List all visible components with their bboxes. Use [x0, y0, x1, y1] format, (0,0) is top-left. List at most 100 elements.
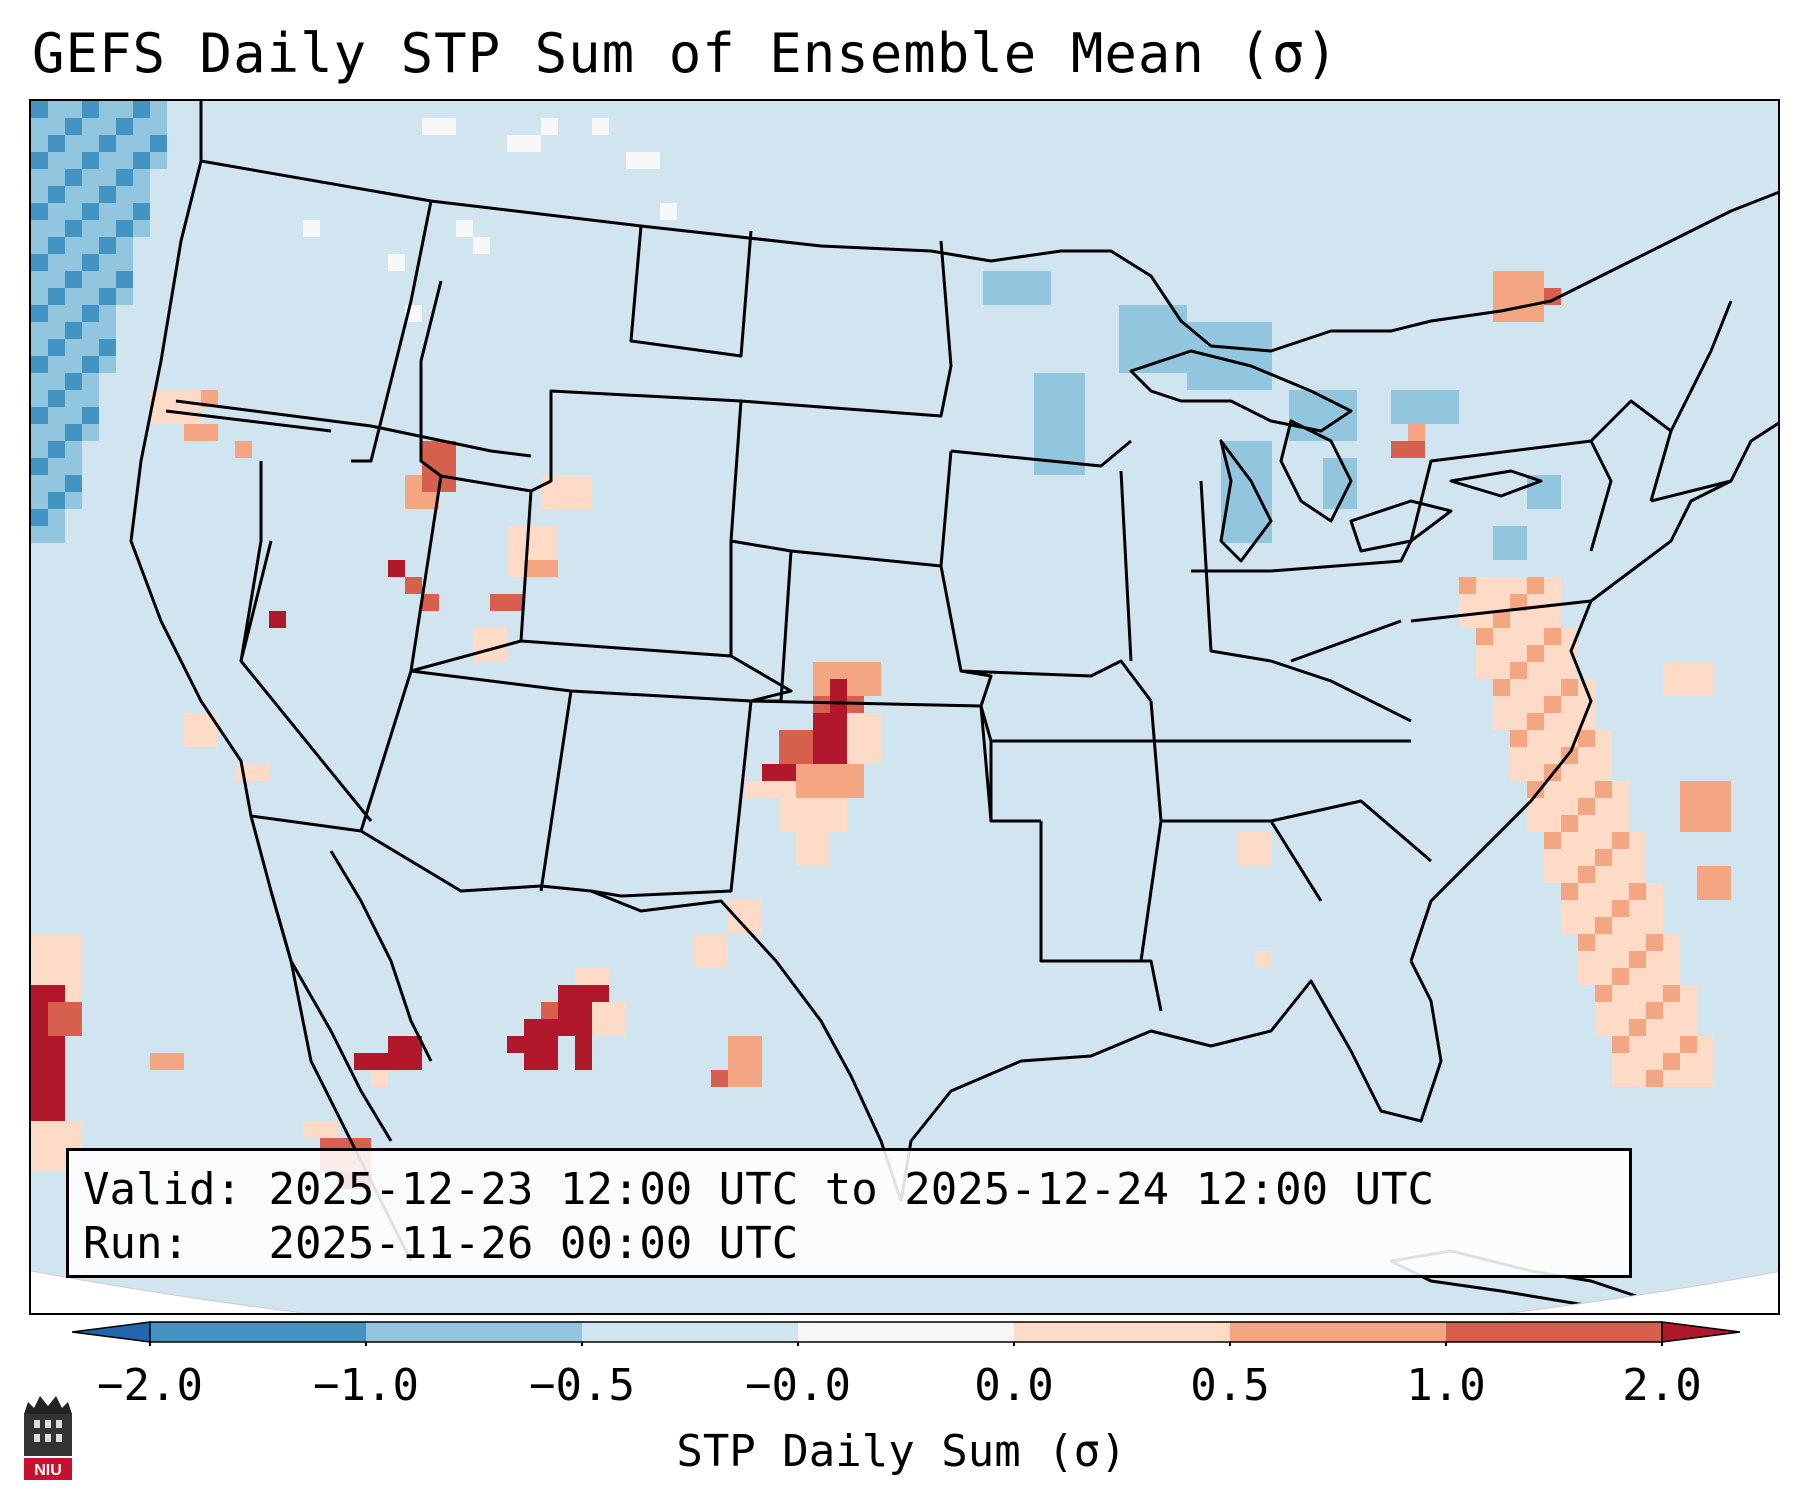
anomaly-cell — [1646, 1053, 1663, 1070]
anomaly-cell — [1714, 815, 1731, 832]
anomaly-cell — [65, 407, 82, 424]
anomaly-cell — [82, 220, 99, 237]
anomaly-cell — [303, 220, 320, 237]
anomaly-cell — [1629, 934, 1646, 951]
anomaly-cell — [150, 135, 167, 152]
anomaly-cell — [65, 152, 82, 169]
anomaly-cell — [1612, 951, 1629, 968]
anomaly-cell — [1493, 645, 1510, 662]
anomaly-cell — [1612, 917, 1629, 934]
anomaly-cell — [48, 356, 65, 373]
anomaly-cell — [1612, 1019, 1629, 1036]
anomaly-cell — [31, 288, 48, 305]
anomaly-cell — [745, 900, 762, 917]
anomaly-cell — [31, 1138, 48, 1155]
anomaly-cell — [65, 985, 82, 1002]
anomaly-cell — [847, 747, 864, 764]
anomaly-cell — [813, 662, 830, 679]
anomaly-cell — [320, 1121, 337, 1138]
anomaly-cell — [133, 118, 150, 135]
anomaly-cell — [48, 934, 65, 951]
anomaly-cell — [1136, 305, 1153, 322]
anomaly-cell — [813, 730, 830, 747]
anomaly-cell — [1493, 543, 1510, 560]
anomaly-cell — [133, 169, 150, 186]
anomaly-cell — [99, 220, 116, 237]
anomaly-cell — [82, 237, 99, 254]
anomaly-cell — [1612, 815, 1629, 832]
anomaly-cell — [1612, 985, 1629, 1002]
anomaly-cell — [150, 152, 167, 169]
anomaly-cell — [796, 798, 813, 815]
anomaly-cell — [48, 951, 65, 968]
anomaly-cell — [1595, 764, 1612, 781]
anomaly-cell — [507, 543, 524, 560]
anomaly-cell — [405, 577, 422, 594]
map-panel[interactable] — [29, 99, 1780, 1315]
anomaly-cell — [1646, 1036, 1663, 1053]
anomaly-cell — [711, 951, 728, 968]
anomaly-cell — [1646, 985, 1663, 1002]
anomaly-cell — [1051, 424, 1068, 441]
anomaly-cell — [31, 220, 48, 237]
anomaly-cell — [116, 271, 133, 288]
anomaly-cell — [813, 815, 830, 832]
anomaly-cell — [48, 152, 65, 169]
colorbar-extend-high — [1661, 1321, 1741, 1343]
anomaly-cell — [1629, 1070, 1646, 1087]
anomaly-cell — [99, 135, 116, 152]
anomaly-cell — [388, 254, 405, 271]
anomaly-cell — [575, 1053, 592, 1070]
anomaly-cell — [1034, 390, 1051, 407]
field-background — [31, 101, 1778, 1313]
anomaly-cell — [1068, 441, 1085, 458]
anomaly-cell — [541, 118, 558, 135]
anomaly-cell — [558, 1002, 575, 1019]
anomaly-cell — [48, 1155, 65, 1172]
anomaly-cell — [99, 152, 116, 169]
anomaly-cell — [388, 560, 405, 577]
anomaly-cell — [847, 730, 864, 747]
anomaly-cell — [1646, 883, 1663, 900]
anomaly-cell — [48, 135, 65, 152]
anomaly-cell — [1697, 679, 1714, 696]
anomaly-cell — [405, 1036, 422, 1053]
anomaly-cell — [830, 696, 847, 713]
anomaly-cell — [116, 152, 133, 169]
anomaly-cell — [575, 985, 592, 1002]
anomaly-cell — [1170, 339, 1187, 356]
anomaly-cell — [1459, 594, 1476, 611]
anomaly-cell — [1595, 798, 1612, 815]
anomaly-cell — [592, 1002, 609, 1019]
anomaly-cell — [252, 764, 269, 781]
anomaly-cell — [1051, 390, 1068, 407]
anomaly-cell — [1238, 492, 1255, 509]
anomaly-cell — [1680, 662, 1697, 679]
anomaly-cell — [31, 458, 48, 475]
anomaly-cell — [1595, 866, 1612, 883]
anomaly-cell — [1119, 356, 1136, 373]
anomaly-cell — [1119, 305, 1136, 322]
anomaly-cell — [1527, 713, 1544, 730]
anomaly-cell — [1510, 628, 1527, 645]
anomaly-cell — [31, 118, 48, 135]
anomaly-cell — [847, 662, 864, 679]
anomaly-cell — [1034, 424, 1051, 441]
anomaly-cell — [1527, 577, 1544, 594]
anomaly-cell — [1612, 866, 1629, 883]
anomaly-cell — [1612, 1053, 1629, 1070]
anomaly-cell — [1561, 781, 1578, 798]
anomaly-cell — [1493, 271, 1510, 288]
anomaly-cell — [1595, 1002, 1612, 1019]
anomaly-cell — [1510, 526, 1527, 543]
anomaly-cell — [541, 1002, 558, 1019]
anomaly-cell — [1017, 271, 1034, 288]
anomaly-cell — [31, 1087, 48, 1104]
anomaly-cell — [1391, 407, 1408, 424]
anomaly-cell — [1238, 441, 1255, 458]
anomaly-cell — [1629, 883, 1646, 900]
anomaly-cell — [1595, 747, 1612, 764]
anomaly-cell — [48, 288, 65, 305]
anomaly-cell — [48, 441, 65, 458]
domain-edge — [31, 1270, 1778, 1313]
